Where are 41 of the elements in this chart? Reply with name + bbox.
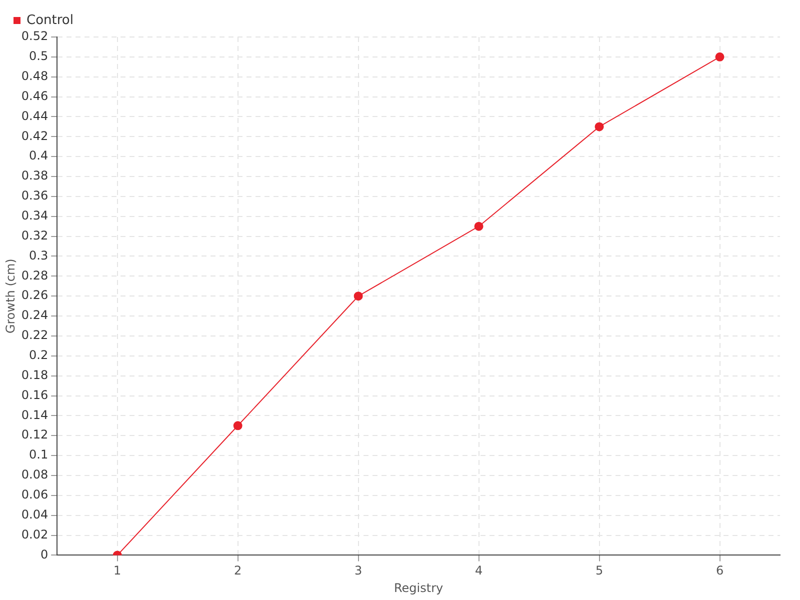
x-axis-title: Registry [394, 580, 444, 595]
y-tick-label: 0.44 [21, 108, 48, 123]
y-tick-label: 0.06 [21, 488, 48, 502]
y-tick-label: 0.48 [21, 68, 48, 83]
y-tick-label: 0.24 [21, 308, 48, 322]
y-tick-label: 0.18 [21, 368, 48, 382]
y-tick-label: 0.08 [21, 468, 48, 482]
x-tick-label: 3 [354, 564, 362, 578]
y-tick-label: 0.04 [21, 507, 48, 522]
x-tick-label: 5 [595, 564, 604, 578]
y-tick-label: 0.26 [21, 288, 48, 302]
y-tick-label: 0 [40, 547, 48, 562]
y-tick-label: 0.36 [21, 188, 48, 203]
legend-label: Control [26, 12, 74, 28]
y-tick-label: 0.3 [29, 248, 48, 262]
x-tick-label: 4 [474, 564, 483, 578]
y-tick-label: 0.34 [21, 208, 48, 222]
x-tick-label: 6 [716, 564, 724, 578]
y-tick-label: 0.42 [21, 128, 48, 143]
x-tick-label: 1 [114, 564, 122, 578]
point [474, 222, 484, 231]
y-tick-label: 0.14 [21, 408, 48, 422]
y-axis-title: Growth (cm) [3, 258, 18, 334]
y-tick-label: 0.46 [21, 88, 48, 103]
x-tick-label: 2 [234, 564, 242, 578]
point [233, 421, 242, 430]
y-tick-label: 0.22 [21, 328, 48, 342]
y-tick-label: 0.16 [21, 388, 48, 402]
y-tick-label: 0.5 [29, 49, 48, 64]
y-tick-label: 0.02 [21, 527, 48, 542]
point [715, 52, 724, 62]
y-tick-label: 0.32 [21, 228, 48, 242]
y-tick-label: 0.38 [21, 168, 48, 183]
y-tick-label: 0.28 [21, 268, 48, 282]
y-tick-label: 0.4 [29, 148, 48, 163]
y-tick-label: 0.12 [21, 428, 48, 442]
y-tick-label: 0.2 [29, 348, 48, 362]
point [594, 122, 604, 132]
y-tick-label: 0.52 [21, 29, 48, 44]
y-tick-label: 0.1 [29, 448, 48, 462]
point [354, 292, 363, 301]
